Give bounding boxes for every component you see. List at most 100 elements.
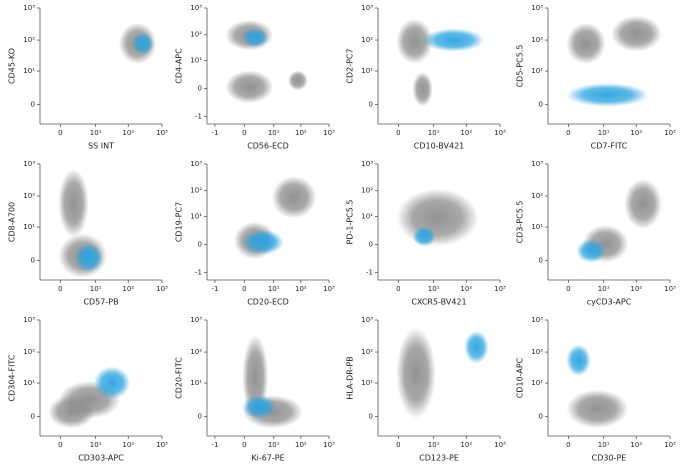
y-tick-label: 0 [369, 101, 373, 109]
y-tick-label: 0 [31, 101, 35, 109]
y-axis-label: CD2-PC7 [346, 48, 355, 83]
y-tick-label: 10³ [23, 4, 35, 12]
y-tick-label: 10¹ [531, 379, 543, 387]
x-tick-label: 0 [396, 285, 400, 293]
x-axis-label: SS INT [88, 142, 114, 151]
y-tick-label: 10² [531, 192, 543, 200]
y-tick-label: 10¹ [23, 379, 35, 387]
y-tick-label: 10² [190, 187, 202, 195]
y-tick-label: -1 [195, 268, 202, 276]
x-tick-label: 10¹ [428, 129, 440, 137]
y-tick-label: 0 [198, 413, 202, 421]
y-tick-label: 10¹ [531, 67, 543, 75]
population [242, 395, 276, 419]
x-axis-label: cyCD3-APC [587, 298, 632, 307]
y-axis-label: HLA-DR-PB [346, 356, 355, 399]
y-tick-label: 10² [23, 192, 35, 200]
x-axis-label: CD30-PE [592, 454, 627, 463]
y-axis-label: CD19-PC7 [175, 202, 184, 242]
y-tick-label: 10³ [361, 316, 373, 324]
y-tick-label: 10¹ [23, 223, 35, 231]
x-tick-label: 10¹ [90, 129, 102, 137]
population [624, 178, 662, 230]
y-tick-label: 10² [531, 348, 543, 356]
x-tick-label: 10² [122, 129, 134, 137]
y-tick-label: 10² [190, 348, 202, 356]
x-tick-label: 10² [630, 441, 642, 449]
x-tick-label: 10¹ [268, 285, 280, 293]
y-tick-label: 10³ [190, 160, 202, 168]
panel: 0 10¹ 10² 10³ 0 10¹ 10² 10³ CD57-PB CD8-A700 [8, 160, 169, 307]
x-tick-label: 0 [566, 285, 570, 293]
y-tick-label: 10³ [190, 316, 202, 324]
y-tick-label: 10³ [361, 4, 373, 12]
x-tick-label: 0 [396, 129, 400, 137]
x-tick-label: 0 [242, 129, 246, 137]
panel: 0 10¹ 10² 10³ 0 10¹ 10² 10³ CD123-PE HLA-DR-PB [346, 316, 507, 463]
population [132, 32, 154, 55]
x-tick-label: 0 [396, 441, 400, 449]
x-tick-label: 10³ [156, 441, 168, 449]
x-axis-label: CXCR5-BV421 [411, 298, 466, 307]
x-tick-label: 10² [295, 441, 307, 449]
x-axis-label: CD20-ECD [247, 298, 289, 307]
x-tick-label: 10¹ [598, 129, 610, 137]
population [566, 389, 629, 429]
population [464, 330, 489, 364]
y-axis-label: CD3-PC5.5 [516, 201, 525, 244]
x-tick-label: 10¹ [90, 441, 102, 449]
y-tick-label: 10¹ [190, 213, 202, 221]
y-tick-label: 10³ [23, 160, 35, 168]
x-tick-label: 10² [295, 129, 307, 137]
y-tick-label: 10¹ [361, 213, 373, 221]
y-tick-label: 10² [361, 187, 373, 195]
panel: 0 10¹ 10² 10³ 0 10¹ 10² 10³ CD7-FITC CD5-PC5.5 [516, 4, 677, 151]
panel: -1 0 10¹ 10² 10³ -1 0 10¹ 10² 10³ CD56-ECD CD4-APC [175, 4, 336, 151]
population [93, 366, 131, 400]
x-axis-label: CD7-FITC [591, 142, 628, 151]
x-tick-label: 10³ [494, 441, 506, 449]
x-tick-label: 0 [58, 441, 62, 449]
panel: 0 10¹ 10² 10³ -1 0 10¹ 10² 10³ CXCR5-BV421 PD-1-PC… [346, 160, 507, 307]
y-tick-label: 0 [539, 257, 543, 265]
x-tick-label: 10³ [494, 285, 506, 293]
x-tick-label: 10¹ [598, 285, 610, 293]
panel: 0 10¹ 10² 10³ 0 10¹ 10² 10³ CD30-PE CD10-APC [516, 316, 677, 463]
y-tick-label: -1 [366, 268, 373, 276]
y-tick-label: 10¹ [190, 379, 202, 387]
x-tick-label: -1 [211, 129, 218, 137]
population [396, 188, 479, 247]
x-axis-label: CD10-BV421 [414, 142, 465, 151]
x-axis-label: CD303-APC [78, 454, 124, 463]
x-tick-label: 10² [122, 441, 134, 449]
x-axis-label: CD56-ECD [247, 142, 289, 151]
x-tick-label: 10³ [156, 129, 168, 137]
y-tick-label: 0 [539, 413, 543, 421]
y-tick-label: 0 [539, 101, 543, 109]
x-tick-label: 10² [295, 285, 307, 293]
x-tick-label: 10² [460, 441, 472, 449]
y-tick-label: 0 [369, 413, 373, 421]
panel: 0 10¹ 10² 10³ 0 10¹ 10² 10³ CD10-BV421 CD2-PC7 [346, 4, 507, 151]
population [611, 15, 662, 52]
x-tick-label: -1 [211, 441, 218, 449]
x-tick-label: 10³ [664, 129, 676, 137]
panel: -1 0 10¹ 10² 10³ -1 0 10¹ 10² 10³ CD20-ECD CD19-PC7 [175, 160, 336, 307]
y-axis-label: PD-1-PC5.5 [346, 200, 355, 245]
y-tick-label: 0 [198, 241, 202, 249]
y-axis-label: CD45-KO [8, 48, 17, 84]
y-tick-label: 10¹ [531, 223, 543, 231]
x-axis-label: Ki-67-PE [251, 454, 284, 463]
x-axis-label: CD57-PB [83, 298, 118, 307]
population [566, 344, 591, 377]
y-tick-label: 10³ [190, 4, 202, 12]
y-axis-label: CD10-APC [516, 357, 525, 398]
population [225, 70, 274, 104]
y-tick-label: 10² [23, 348, 35, 356]
y-axis-label: CD8-A700 [8, 202, 17, 242]
y-tick-label: 10³ [23, 316, 35, 324]
population [566, 22, 606, 65]
x-tick-label: 10¹ [428, 441, 440, 449]
population [242, 229, 284, 255]
